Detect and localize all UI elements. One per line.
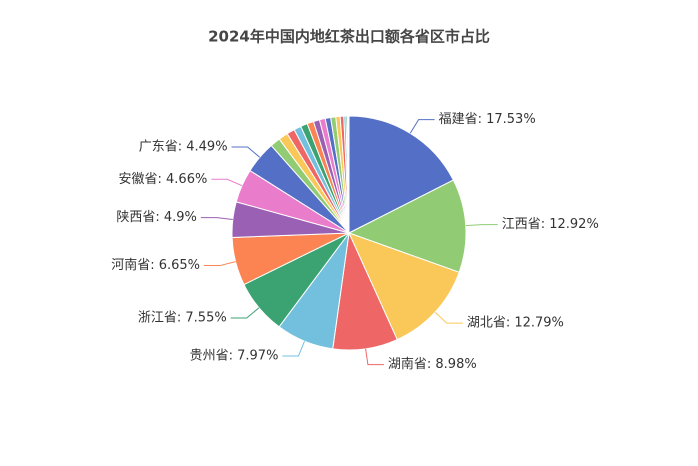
leader-line (434, 311, 463, 324)
data-label: 福建省: 17.53% (439, 112, 536, 127)
leader-line (200, 217, 233, 221)
data-label: 安徽省: 4.66% (119, 172, 208, 187)
data-label: 广东省: 4.49% (139, 139, 228, 154)
leader-line (409, 119, 435, 134)
leader-line (465, 224, 498, 227)
chart-title: 2024年中国内地红茶出口额各省区市占比 (208, 28, 490, 46)
pie-slice (348, 232, 460, 341)
leader-line (230, 307, 260, 319)
data-label: 贵州省: 7.97% (190, 349, 279, 364)
leader-line (365, 348, 384, 366)
data-label: 浙江省: 7.55% (138, 311, 227, 326)
leader-line (282, 341, 305, 357)
data-label: 湖北省: 12.79% (467, 316, 564, 331)
leader-line (231, 146, 261, 158)
pie-slice (347, 115, 350, 234)
data-label: 湖南省: 8.98% (388, 356, 477, 372)
pie-slice (348, 115, 455, 234)
data-label: 陕西省: 4.9% (116, 210, 197, 225)
data-label: 河南省: 6.65% (111, 257, 200, 273)
pie-slice (347, 179, 467, 273)
leader-line (211, 178, 243, 187)
data-label: 江西省: 12.92% (502, 217, 599, 232)
leader-line (204, 261, 236, 267)
